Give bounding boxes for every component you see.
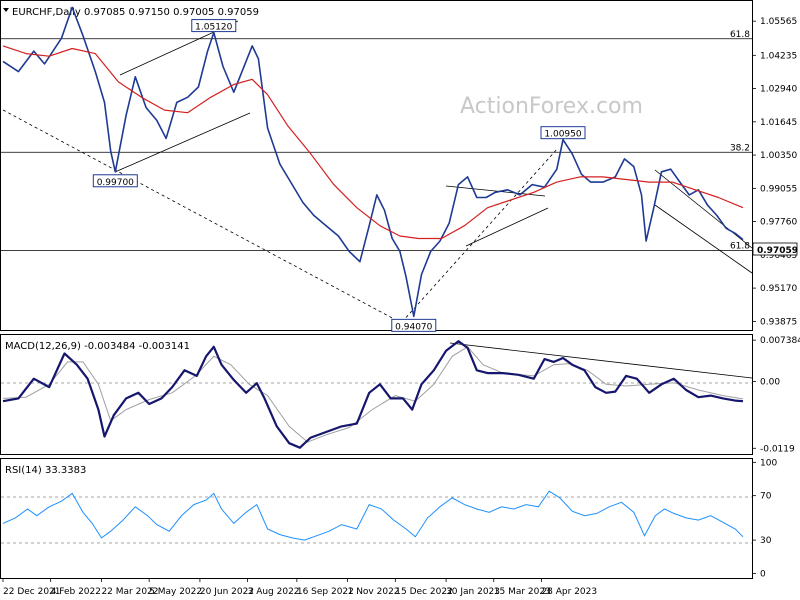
rsi-panel [0,458,753,579]
annotation-label: 1.00950 [544,130,581,140]
price-panel [0,0,753,331]
macd-tick-label: 0.00 [760,378,780,388]
date-tick-label: 15 Mar 2023 [494,587,551,597]
triangle-bottom-line [465,207,549,247]
date-tick-label: 22 Mar 2022 [101,587,158,597]
channel-lower-line [114,112,251,173]
date-tick-label: 30 Jan 2023 [446,587,500,597]
falling-channel-lower-line [654,204,753,274]
fib-level-label: 61.8 [730,241,750,251]
current-price-box [752,242,798,256]
price-tick-label: 0.93875 [760,317,797,327]
current-price-label: 0.97059 [757,246,798,256]
price-annotations: 1.05120 0.99700 1.00950 0.94070 [92,19,586,332]
rsi-line [2,490,744,541]
macd-axis: 0.007384 0.00 -0.0119 [752,336,800,454]
annotation-box [540,126,586,140]
fib-levels: 61.8 38.2 61.8 [1,30,752,251]
price-tick-label: 1.00350 [760,151,797,161]
price-tick-label: 0.99055 [760,184,797,194]
price-tick-label: 0.95170 [760,284,797,294]
annotation-label: 0.99700 [97,178,134,188]
date-tick-label: 5 May 2022 [149,587,202,597]
annotation-label: 1.05120 [195,23,232,33]
menu-arrow-icon[interactable] [3,8,9,12]
date-tick-label: 20 Jun 2022 [200,587,254,597]
rsi-title: RSI(14) 33.3383 [5,465,86,476]
date-tick-label: 16 Sep 2022 [297,587,354,597]
rsi-tick-label: 30 [760,536,772,546]
macd-panel [0,334,753,455]
macd-tick-label: 0.007384 [760,336,800,346]
moving-average-line [2,45,744,240]
macd-line [2,340,744,449]
fib-level-label: 38.2 [730,143,750,153]
rsi-tick-label: 0 [760,569,766,579]
annotation-box [391,318,437,332]
date-tick-label: 15 Dec 2022 [395,587,453,597]
rsi-axis: 100 70 30 0 [752,458,777,579]
price-tick-label: 1.05565 [760,17,797,27]
rsi-tick-label: 100 [760,458,777,468]
watermark: ActionForex.com [460,94,643,119]
price-axis: 1.05565 1.04235 1.02940 1.01645 1.00350 0.990… [752,17,797,327]
price-title: EURCHF,Daily 0.97085 0.97150 0.97005 0.9… [12,7,259,18]
price-tick-label: 1.04235 [760,51,797,61]
falling-channel-upper-line [654,169,753,249]
macd-trend-line [449,342,753,379]
annotation-box [191,19,237,33]
rsi-tick-label: 70 [760,492,772,502]
annotation-box [92,174,138,188]
date-tick-label: 22 Dec 2021 [3,587,61,597]
fib-level-label: 61.8 [730,30,750,40]
price-tick-label: 1.01645 [760,118,797,128]
recovery-trend-line [401,147,559,323]
macd-title: MACD(12,26,9) -0.003484 -0.003141 [5,341,190,352]
price-tick-label: 0.97760 [760,218,797,228]
annotation-label: 0.94070 [395,322,432,332]
long-downtrend-line [2,109,397,321]
date-tick-label: 3 Aug 2022 [248,587,300,597]
date-tick-label: 4 Feb 2022 [51,587,101,597]
price-tick-label: 0.96465 [760,251,797,261]
date-tick-label: 28 Apr 2023 [541,587,597,597]
price-tick-label: 1.02940 [760,85,797,95]
date-tick-label: 1 Nov 2022 [348,587,400,597]
macd-tick-label: -0.0119 [760,444,795,454]
